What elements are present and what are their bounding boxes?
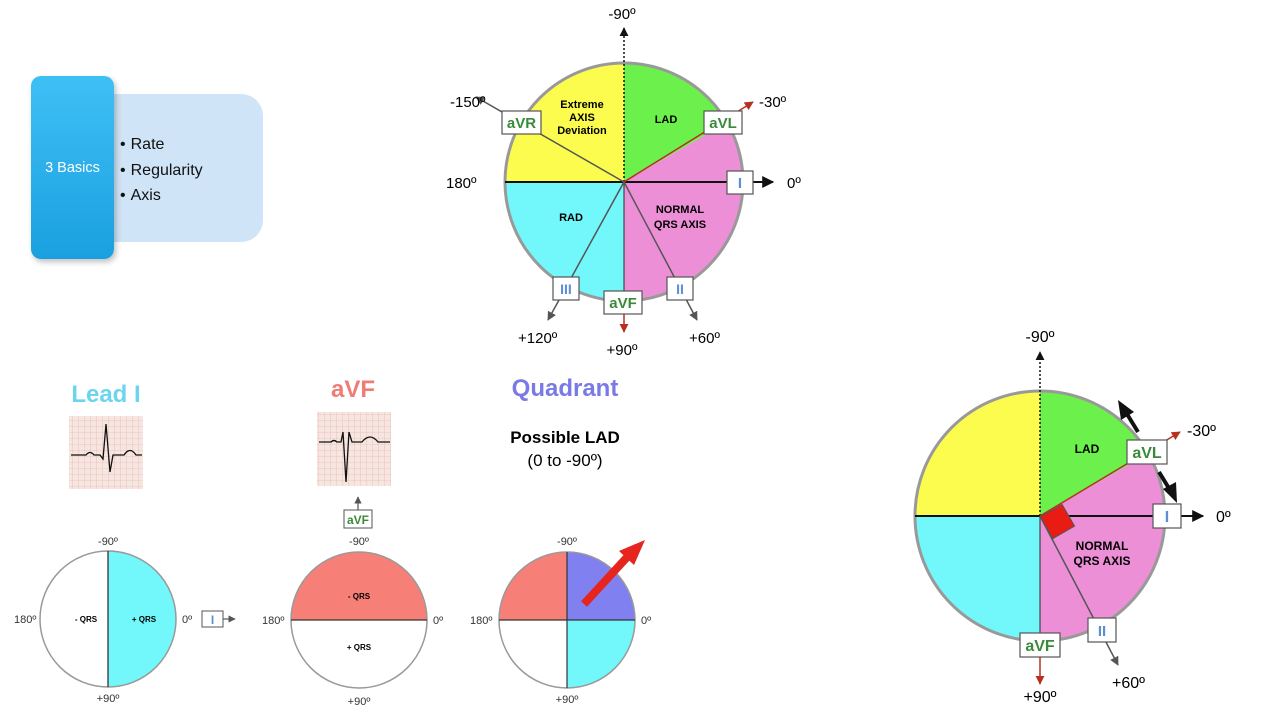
quadrant-red-arrow bbox=[581, 540, 645, 607]
rad-sector bbox=[505, 182, 624, 301]
lead-iii-label: III bbox=[560, 281, 572, 297]
extreme-label-3: Deviation bbox=[557, 125, 607, 137]
avf-negative-half bbox=[291, 552, 427, 620]
right-angle-0: 0º bbox=[1216, 509, 1231, 526]
possible-lad-range: (0 to -90º) bbox=[527, 451, 602, 470]
right-normal-label-2: QRS AXIS bbox=[1074, 554, 1131, 568]
extreme-axis-sector bbox=[505, 63, 624, 182]
right-down-arrow bbox=[1157, 470, 1177, 503]
lead-box-ii bbox=[666, 276, 694, 301]
quadrant-neg90: -90º bbox=[557, 536, 577, 548]
normal-label-1: NORMAL bbox=[656, 204, 705, 216]
possible-lad-label: Possible LAD bbox=[510, 428, 620, 447]
basics-item-axis: Axis bbox=[120, 183, 203, 209]
right-normal-label-1: NORMAL bbox=[1076, 539, 1129, 553]
quadrant-red-sector bbox=[499, 552, 567, 620]
basics-item-regularity: Regularity bbox=[120, 158, 203, 184]
lead-box-avr bbox=[501, 110, 542, 135]
avf-small-label: aVF bbox=[347, 513, 369, 527]
angle-120: +120º bbox=[518, 330, 558, 347]
angle-0: 0º bbox=[787, 175, 801, 192]
basics-tab: 3 Basics bbox=[31, 76, 114, 259]
lead-i-neg-qrs: - QRS bbox=[75, 615, 98, 624]
ecg-avf-trace bbox=[319, 431, 390, 483]
right-lead-i-label: I bbox=[1165, 509, 1169, 526]
basics-title: 3 Basics bbox=[45, 159, 100, 176]
lead-i-180: 180º bbox=[14, 614, 36, 626]
ecg-avf-strip bbox=[317, 412, 391, 486]
lead-i-pos-qrs: + QRS bbox=[132, 615, 157, 624]
right-angle-neg90: -90º bbox=[1026, 329, 1055, 346]
lead-i-pos90: +90º bbox=[97, 693, 120, 705]
lead-i-positive-half bbox=[108, 551, 176, 687]
lead-box-avf bbox=[603, 290, 643, 315]
avf-neg90: -90º bbox=[349, 536, 369, 548]
right-lead-box-i bbox=[1152, 503, 1182, 529]
quadrant-0: 0º bbox=[641, 615, 651, 627]
rad-label: RAD bbox=[559, 212, 583, 224]
lead-i-label: I bbox=[738, 175, 742, 192]
extreme-label-1: Extreme bbox=[560, 99, 603, 111]
lead-ii-label: II bbox=[676, 281, 684, 297]
normal-axis-sector bbox=[624, 122, 743, 301]
avf-pos90: +90º bbox=[348, 696, 371, 708]
right-angle-neg30: -30º bbox=[1187, 423, 1216, 440]
extreme-label-2: AXIS bbox=[569, 112, 595, 124]
basics-item-rate: Rate bbox=[120, 132, 203, 158]
lead-i-small-label: I bbox=[211, 613, 214, 627]
right-yellow-sector bbox=[915, 391, 1040, 516]
quadrant-180: 180º bbox=[470, 615, 492, 627]
lead-box-iii bbox=[552, 276, 580, 301]
lead-i-neg90: -90º bbox=[98, 536, 118, 548]
right-lead-avf-label: aVF bbox=[1025, 638, 1055, 655]
right-lead-box-avl bbox=[1126, 439, 1168, 465]
right-normal-sector bbox=[1040, 453, 1165, 641]
right-up-arrow bbox=[1118, 400, 1140, 434]
right-cyan-sector bbox=[915, 516, 1040, 641]
right-angle-60: +60º bbox=[1112, 675, 1145, 692]
angle-neg150: -150º bbox=[450, 94, 486, 111]
lead-box-avl bbox=[703, 110, 743, 135]
avf-small-box bbox=[343, 509, 373, 529]
ecg-lead-i-trace bbox=[71, 423, 142, 473]
lead-i-0: 0º bbox=[182, 614, 192, 626]
quadrant-pos90: +90º bbox=[556, 694, 579, 706]
right-lad-label: LAD bbox=[1075, 442, 1100, 456]
avf-180: 180º bbox=[262, 615, 284, 627]
right-wheel: LAD NORMAL QRS AXIS aVL I aVF II -90º -3… bbox=[913, 329, 1231, 706]
lead-avl-label: aVL bbox=[709, 115, 737, 132]
avf-pos-qrs: + QRS bbox=[347, 643, 372, 652]
lead-avr-label: aVR bbox=[507, 115, 536, 132]
right-lead-box-avf bbox=[1019, 632, 1061, 658]
angle-60: +60º bbox=[689, 330, 720, 347]
lead-avf-label: aVF bbox=[609, 295, 637, 312]
right-angle-90: +90º bbox=[1024, 689, 1057, 706]
basics-list: Rate Regularity Axis bbox=[120, 132, 203, 209]
normal-label-2: QRS AXIS bbox=[654, 219, 706, 231]
quadrant-title: Quadrant bbox=[512, 375, 619, 402]
angle-90: +90º bbox=[607, 342, 638, 359]
angle-180: 180º bbox=[446, 175, 477, 192]
right-lead-box-ii bbox=[1087, 617, 1117, 643]
avf-0: 0º bbox=[433, 615, 443, 627]
right-lead-ii-label: II bbox=[1098, 623, 1106, 640]
right-lead-avl-label: aVL bbox=[1132, 445, 1162, 462]
avr-line bbox=[475, 96, 625, 183]
lad-label: LAD bbox=[655, 114, 678, 126]
lead-box-i bbox=[726, 170, 754, 195]
avf-neg-qrs: - QRS bbox=[348, 592, 371, 601]
angle-neg90: -90º bbox=[608, 6, 636, 23]
avf-title: aVF bbox=[331, 376, 375, 403]
lead-i-title: Lead I bbox=[71, 381, 140, 408]
angle-neg30: -30º bbox=[759, 94, 787, 111]
right-red-marker bbox=[1039, 503, 1076, 540]
axis-wheel: Extreme AXIS Deviation LAD RAD NORMAL QR… bbox=[446, 6, 801, 359]
quadrant-cyan-sector bbox=[567, 620, 635, 688]
quadrant-method: Lead I aVF Quadrant Possible LAD (0 to -… bbox=[14, 375, 651, 708]
